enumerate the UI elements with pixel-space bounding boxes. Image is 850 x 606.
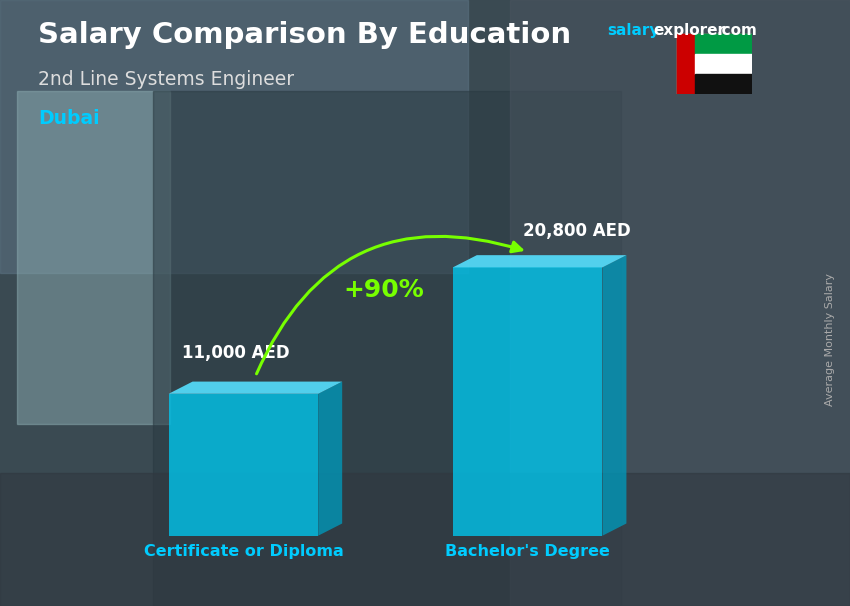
Bar [153, 91, 620, 606]
Text: Bachelor's Degree: Bachelor's Degree [445, 544, 610, 559]
Polygon shape [168, 382, 343, 394]
Bar [0, 473, 850, 606]
Text: Certificate or Diploma: Certificate or Diploma [144, 544, 343, 559]
Bar [17, 91, 170, 424]
Bar [510, 0, 850, 606]
Bar [0, 0, 468, 273]
Polygon shape [603, 255, 626, 536]
Polygon shape [453, 255, 626, 267]
Text: salary: salary [608, 23, 660, 38]
Text: +90%: +90% [343, 278, 424, 302]
Text: explorer: explorer [654, 23, 726, 38]
Text: 2nd Line Systems Engineer: 2nd Line Systems Engineer [38, 70, 294, 88]
Text: Salary Comparison By Education: Salary Comparison By Education [38, 21, 571, 49]
Bar [676, 33, 694, 94]
Polygon shape [318, 382, 343, 536]
Bar [694, 53, 752, 74]
Polygon shape [453, 267, 603, 536]
Text: Average Monthly Salary: Average Monthly Salary [824, 273, 835, 406]
Text: 11,000 AED: 11,000 AED [182, 344, 290, 362]
Polygon shape [168, 394, 318, 536]
Text: .com: .com [717, 23, 757, 38]
Bar [694, 74, 752, 94]
Bar [694, 33, 752, 53]
Text: 20,800 AED: 20,800 AED [523, 222, 631, 240]
Text: Dubai: Dubai [38, 109, 100, 128]
